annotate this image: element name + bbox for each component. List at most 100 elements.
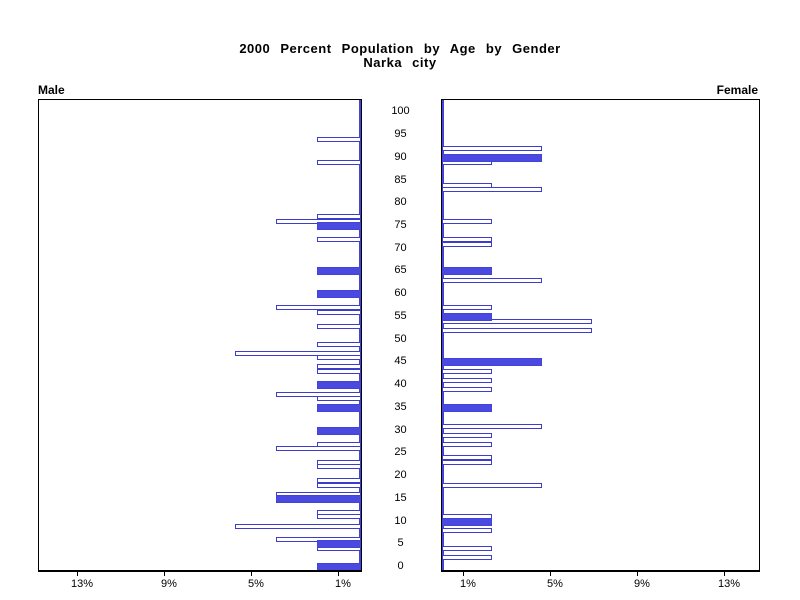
age-tick-label-35: 35 (394, 401, 407, 413)
female-age-41-bar (442, 378, 492, 383)
age-tick-label-75: 75 (394, 219, 407, 231)
pct-tick-mark-1% (338, 571, 339, 576)
chart-subtitle: Narka city (363, 55, 437, 70)
male-age-75-bar (317, 222, 361, 230)
age-tick-label-80: 80 (394, 196, 407, 208)
male-age-60-bar (317, 290, 361, 298)
female-age-2-bar (442, 555, 492, 560)
female-age-39-bar (442, 387, 492, 392)
age-tick-label-65: 65 (394, 264, 407, 276)
female-age-83-bar (442, 187, 542, 192)
male-age-56-bar (317, 310, 361, 315)
pct-tick-label-9%: 9% (161, 578, 177, 590)
female-plot-area (441, 99, 760, 572)
female-age-29-bar (442, 433, 492, 438)
female-age-27-bar (442, 442, 492, 447)
male-plot-area (38, 99, 362, 572)
female-zero-axis-line (442, 100, 444, 570)
male-age-72-bar (317, 237, 361, 242)
pct-tick-label-13%: 13% (717, 578, 741, 590)
male-age-57-bar (276, 305, 361, 310)
female-age-35-bar (442, 404, 492, 412)
male-age-44-bar (317, 364, 361, 369)
female-age-45-bar (442, 358, 542, 366)
pct-tick-mark-13% (77, 571, 78, 576)
age-tick-label-25: 25 (394, 446, 407, 458)
female-age-90-bar (442, 154, 542, 162)
male-age-77-bar (317, 214, 361, 219)
female-age-52-bar (442, 328, 592, 333)
pct-tick-mark-13% (724, 571, 725, 576)
male-panel-label: Male (38, 83, 65, 97)
male-age-5-bar (317, 540, 361, 548)
female-age-8-bar (442, 528, 492, 533)
pct-tick-mark-5% (251, 571, 252, 576)
age-tick-label-15: 15 (394, 492, 407, 504)
chart-title: 2000 Percent Population by Age by Gender (239, 41, 561, 56)
male-age-37-bar (317, 396, 361, 401)
male-age-53-bar (317, 324, 361, 329)
female-age-57-bar (442, 305, 492, 310)
female-age-4-bar (442, 546, 492, 551)
female-age-72-bar (442, 237, 492, 242)
pct-tick-label-5%: 5% (248, 578, 264, 590)
female-age-65-bar (442, 267, 492, 275)
male-age-94-bar (317, 137, 361, 142)
male-age-43-bar (317, 369, 361, 374)
pct-tick-label-5%: 5% (547, 578, 563, 590)
pct-tick-label-1%: 1% (460, 578, 476, 590)
male-age-26-bar (276, 446, 361, 451)
male-age-19-bar (317, 478, 361, 483)
age-tick-label-40: 40 (394, 378, 407, 390)
male-age-15-bar (276, 495, 361, 503)
age-tick-label-100: 100 (391, 105, 410, 117)
female-age-92-bar (442, 146, 542, 151)
female-age-71-bar (442, 242, 492, 247)
female-age-23-bar (442, 460, 492, 465)
age-tick-label-60: 60 (394, 287, 407, 299)
male-age-30-bar (317, 427, 361, 435)
female-age-24-bar (442, 455, 492, 460)
age-tick-label-50: 50 (394, 333, 407, 345)
pct-tick-mark-9% (637, 571, 638, 576)
age-tick-label-55: 55 (394, 310, 407, 322)
age-tick-label-10: 10 (394, 515, 407, 527)
age-tick-label-95: 95 (394, 128, 407, 140)
age-tick-label-90: 90 (394, 151, 407, 163)
male-age-11-bar (317, 514, 361, 519)
male-age-40-bar (317, 381, 361, 389)
age-tick-label-45: 45 (394, 355, 407, 367)
pct-tick-label-9%: 9% (634, 578, 650, 590)
male-zero-axis-line (359, 100, 361, 570)
pct-tick-mark-1% (463, 571, 464, 576)
male-age-18-bar (317, 483, 361, 488)
male-age-46-bar (317, 355, 361, 360)
female-panel-label: Female (716, 83, 758, 97)
age-tick-label-5: 5 (397, 537, 404, 549)
age-tick-label-30: 30 (394, 424, 407, 436)
pct-tick-mark-5% (550, 571, 551, 576)
female-age-31-bar (442, 424, 542, 429)
female-age-55-bar (442, 313, 492, 321)
female-age-43-bar (442, 369, 492, 374)
male-age-0-bar (317, 563, 361, 570)
male-age-65-bar (317, 267, 361, 275)
age-tick-label-70: 70 (394, 242, 407, 254)
male-age-35-bar (317, 404, 361, 412)
male-age-89-bar (317, 160, 361, 165)
female-age-10-bar (442, 518, 492, 526)
age-tick-label-0: 0 (397, 560, 404, 572)
male-age-49-bar (317, 342, 361, 347)
female-age-63-bar (442, 278, 542, 283)
male-age-9-bar (235, 524, 361, 529)
pct-tick-mark-9% (164, 571, 165, 576)
pct-tick-label-13%: 13% (70, 578, 94, 590)
age-tick-label-85: 85 (394, 174, 407, 186)
age-tick-label-20: 20 (394, 469, 407, 481)
female-age-54-bar (442, 319, 592, 324)
pct-tick-label-1%: 1% (335, 578, 351, 590)
female-age-18-bar (442, 483, 542, 488)
male-age-22-bar (317, 464, 361, 469)
male-age-47-bar (235, 351, 361, 356)
